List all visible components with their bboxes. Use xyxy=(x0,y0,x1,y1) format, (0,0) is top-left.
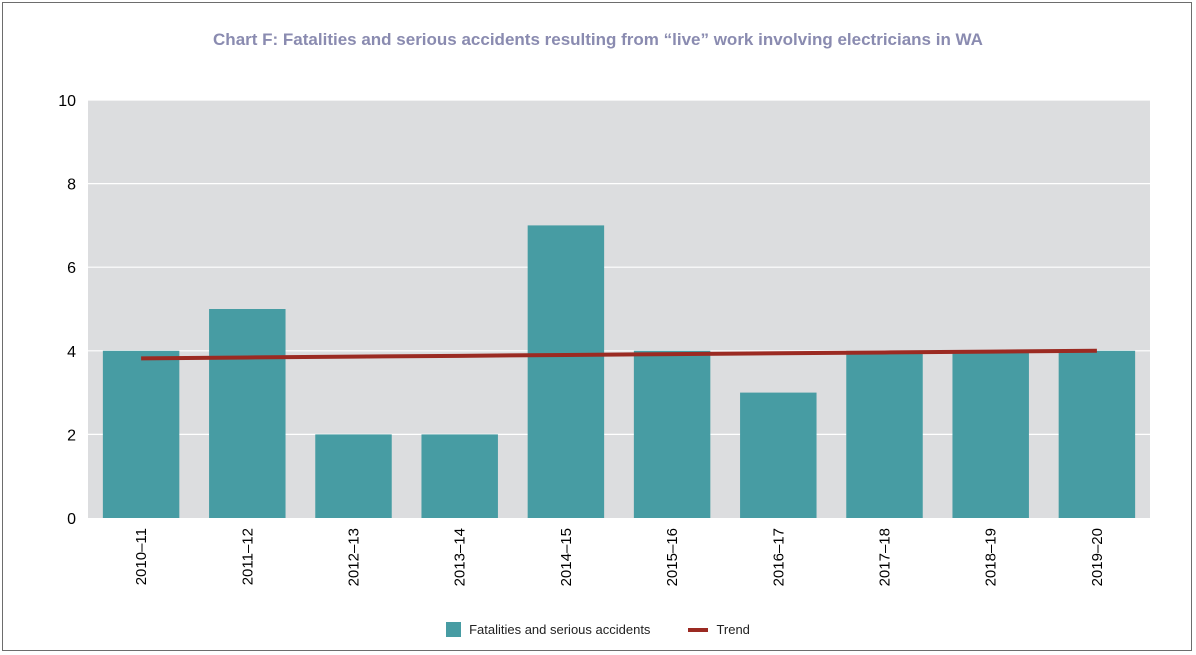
x-axis: 2010–11 2011–12 2012–13 2013–14 2014–15 2015–… xyxy=(133,528,1106,586)
x-tick-label: 2011–12 xyxy=(239,528,256,585)
bar xyxy=(421,434,498,518)
legend-item-bars: Fatalities and serious accidents xyxy=(446,622,650,637)
legend-item-trend: Trend xyxy=(688,622,750,637)
bar xyxy=(740,392,817,518)
x-tick-label: 2010–11 xyxy=(133,528,150,585)
x-tick-label: 2017–18 xyxy=(877,528,894,586)
bar xyxy=(952,350,1029,518)
bars xyxy=(102,225,1136,518)
x-tick-label: 2012–13 xyxy=(346,528,363,586)
bar xyxy=(315,434,392,518)
x-tick-label: 2019–20 xyxy=(1089,528,1106,586)
bar xyxy=(1058,350,1136,518)
bar xyxy=(527,225,605,518)
bar xyxy=(209,309,286,518)
x-tick-label: 2015–16 xyxy=(664,528,681,586)
bar xyxy=(102,350,180,518)
y-tick-label: 10 xyxy=(58,93,76,110)
legend: Fatalities and serious accidents Trend xyxy=(0,622,1196,637)
x-tick-label: 2016–17 xyxy=(770,528,787,586)
y-tick-label: 8 xyxy=(67,177,76,194)
trend-line xyxy=(141,348,1097,361)
y-tick-label: 6 xyxy=(67,260,76,277)
legend-swatch-bars xyxy=(446,622,462,637)
y-axis: 0 2 4 6 8 10 xyxy=(58,93,76,528)
x-tick-label: 2014–15 xyxy=(558,528,575,586)
bar xyxy=(846,350,923,518)
legend-label-trend: Trend xyxy=(716,622,750,637)
trend-line-group xyxy=(141,348,1097,361)
y-tick-label: 4 xyxy=(67,344,76,361)
legend-label-bars: Fatalities and serious accidents xyxy=(469,622,651,637)
y-tick-label: 2 xyxy=(67,427,76,444)
legend-swatch-trend xyxy=(688,627,709,632)
y-tick-label: 0 xyxy=(67,511,76,528)
chart-title: Chart F: Fatalities and serious accident… xyxy=(213,30,983,49)
x-tick-label: 2013–14 xyxy=(452,528,469,586)
x-tick-label: 2018–19 xyxy=(983,528,1000,586)
bar xyxy=(633,350,711,518)
chart-svg: 0 2 4 6 8 10 2010–11 2011–12 2012–13 2013–14 2014… xyxy=(58,93,1150,586)
